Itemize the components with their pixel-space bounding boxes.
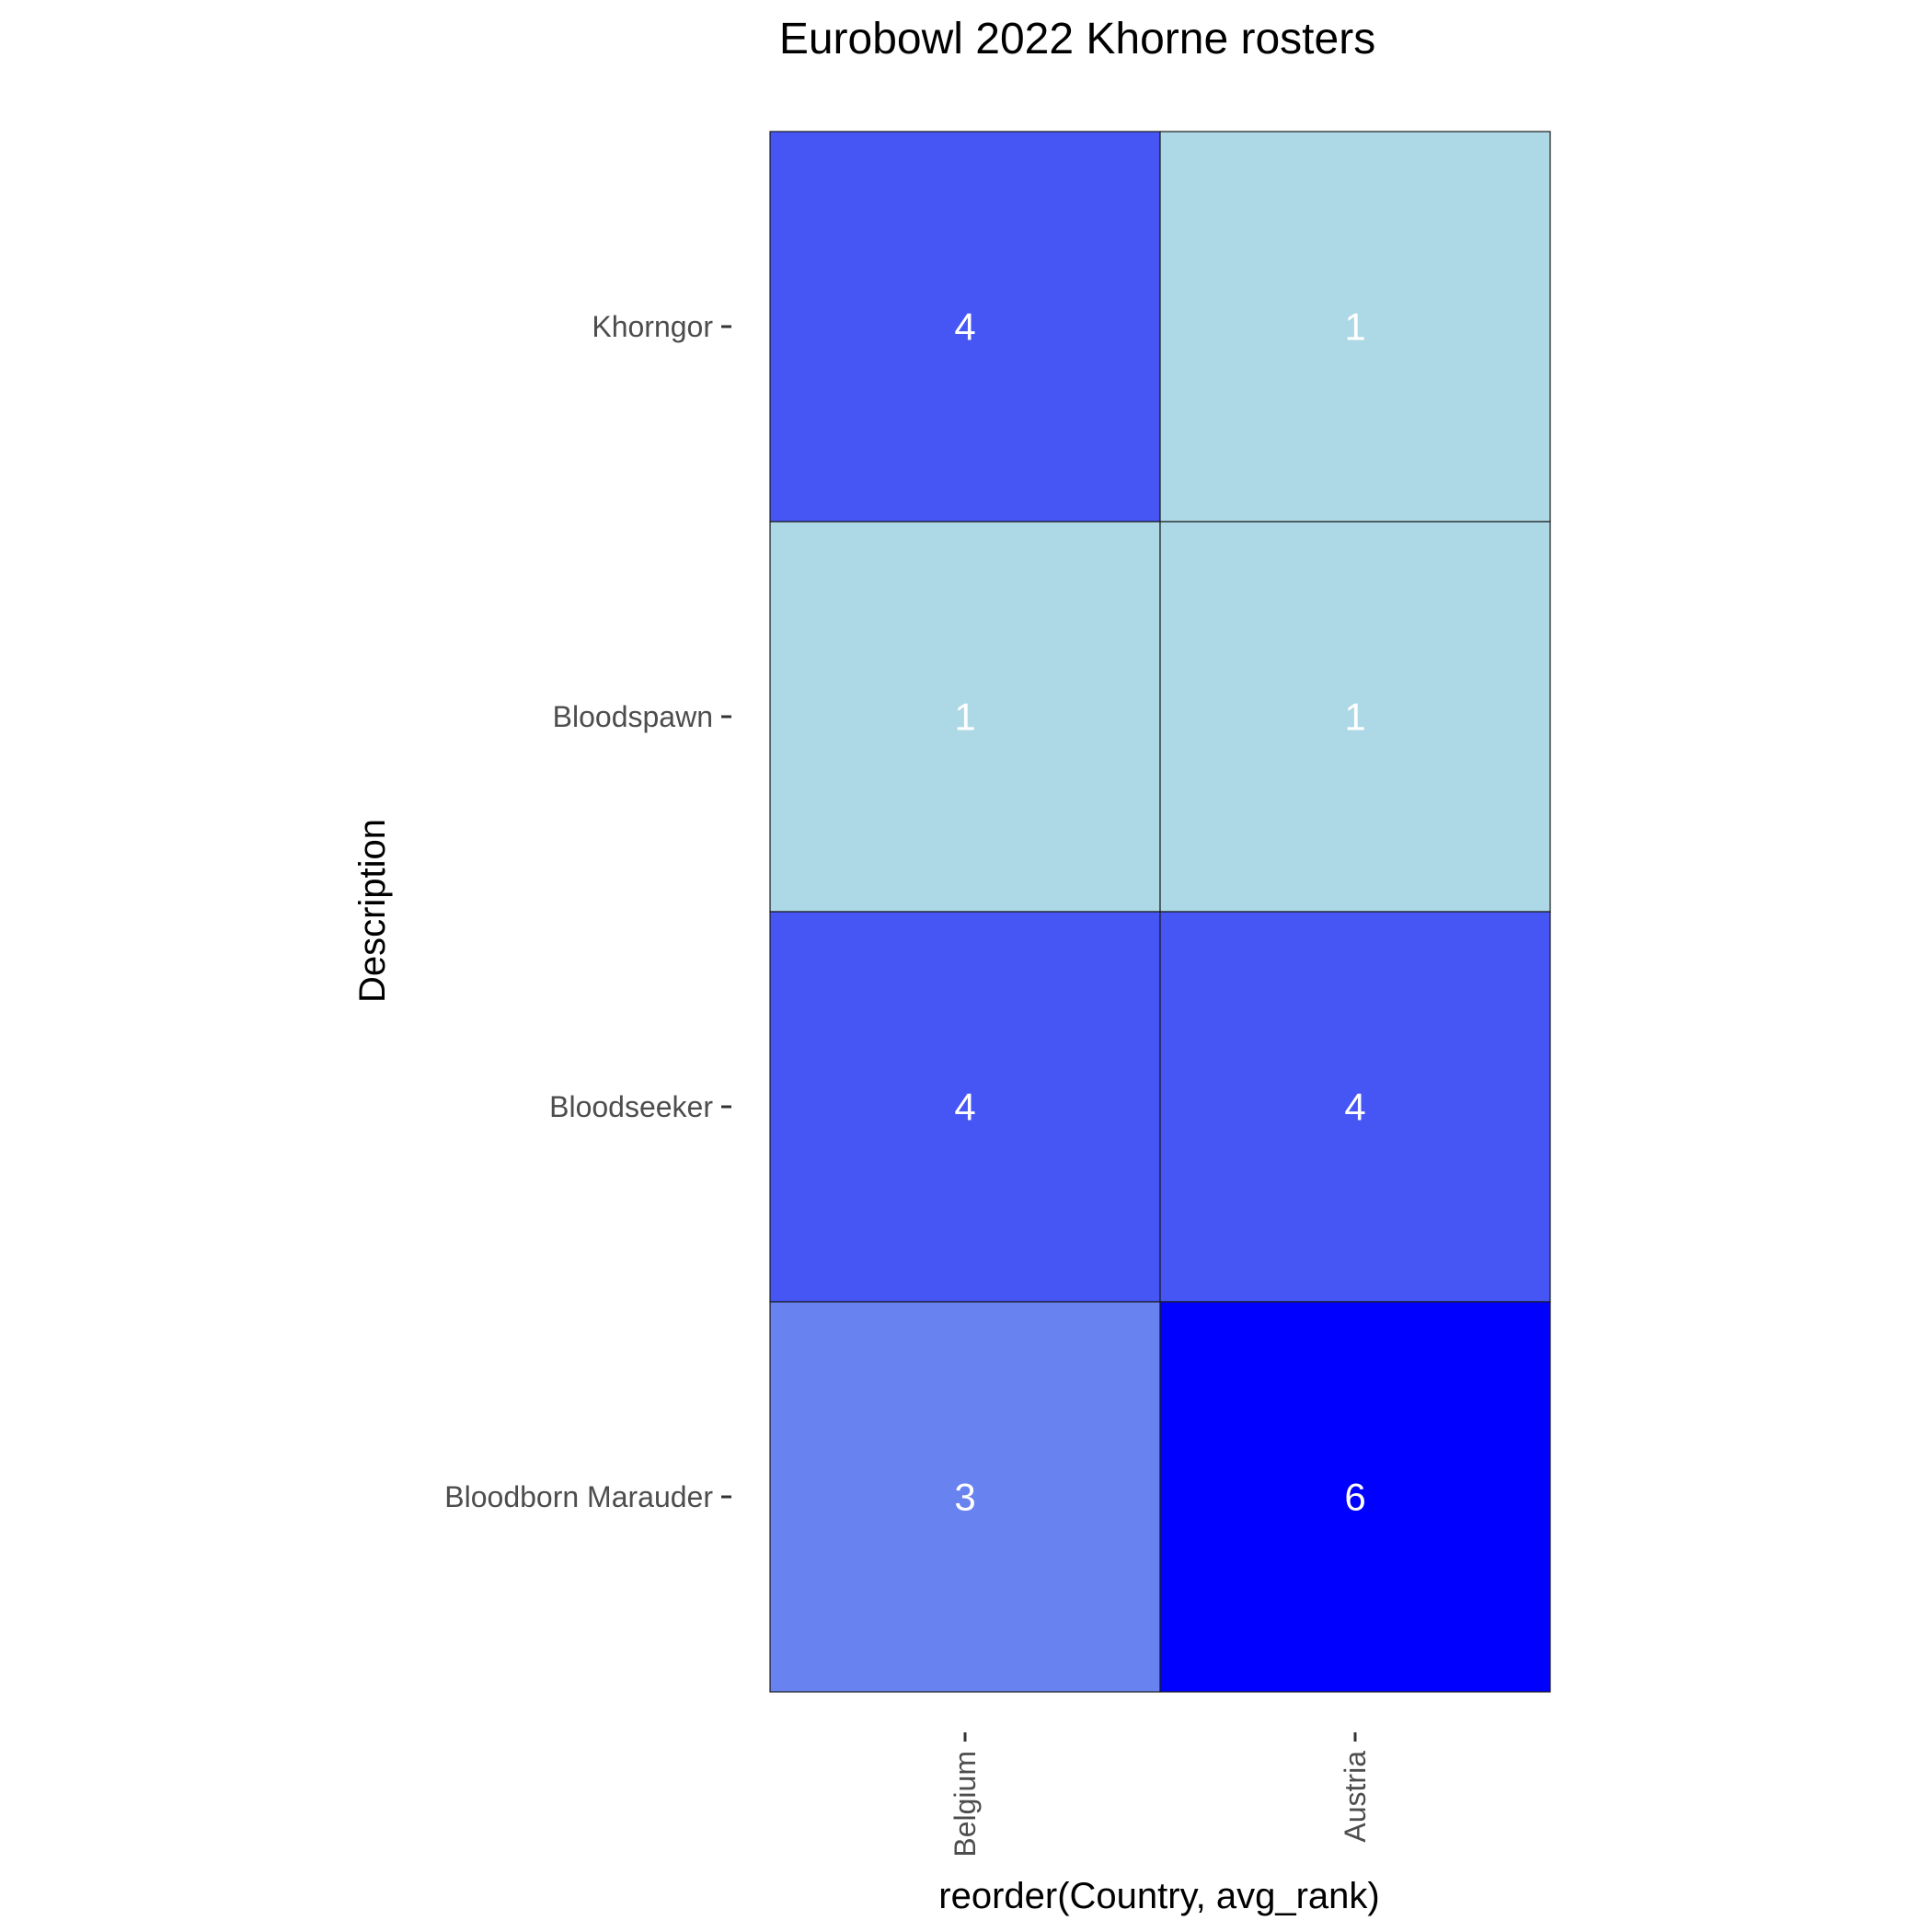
- heatmap-cell-bloodborn-marauder-belgium: [769, 1301, 1161, 1693]
- heatmap-cell-bloodborn-marauder-austria: [1159, 1301, 1551, 1693]
- x-axis-title: reorder(Country, avg_rank): [938, 1876, 1379, 1916]
- cell-value-label: 1: [1344, 696, 1365, 739]
- cell-value-label: 3: [954, 1476, 975, 1519]
- heatmap-cell-bloodseeker-belgium: [769, 911, 1161, 1303]
- y-tick-label-bloodspawn: Bloodspawn: [553, 700, 713, 733]
- y-axis-title: Description: [352, 819, 393, 1003]
- y-tick-label-bloodborn-marauder: Bloodborn Marauder: [444, 1480, 713, 1513]
- heatmap-cell-bloodspawn-belgium: [769, 521, 1161, 913]
- cell-value-label: 1: [954, 696, 975, 739]
- cell-value-label: 1: [1344, 305, 1365, 349]
- heatmap-cell-khorngor-belgium: [769, 131, 1161, 523]
- x-tick-label-belgium: Belgium: [949, 1751, 982, 1857]
- heatmap-cells: [769, 131, 1551, 1693]
- heatmap-cell-bloodspawn-austria: [1159, 521, 1551, 913]
- cell-value-label: 6: [1344, 1476, 1365, 1519]
- y-axis: Khorngor Bloodspawn Bloodseeker Bloodborn M…: [444, 310, 731, 1513]
- heatmap-cell-khorngor-austria: [1159, 131, 1551, 523]
- heatmap-cell-labels: 4 1 1 1 4 4 3 6: [954, 305, 1365, 1519]
- cell-value-label: 4: [954, 305, 975, 349]
- y-tick-label-bloodseeker: Bloodseeker: [549, 1090, 713, 1123]
- cell-value-label: 4: [954, 1086, 975, 1129]
- x-axis: Belgium Austria: [949, 1732, 1372, 1857]
- cell-value-label: 4: [1344, 1086, 1365, 1129]
- chart-title: Eurobowl 2022 Khorne rosters: [779, 15, 1375, 63]
- x-tick-label-austria: Austria: [1339, 1751, 1372, 1843]
- y-tick-label-khorngor: Khorngor: [592, 310, 713, 343]
- heatmap-cell-bloodseeker-austria: [1159, 911, 1551, 1303]
